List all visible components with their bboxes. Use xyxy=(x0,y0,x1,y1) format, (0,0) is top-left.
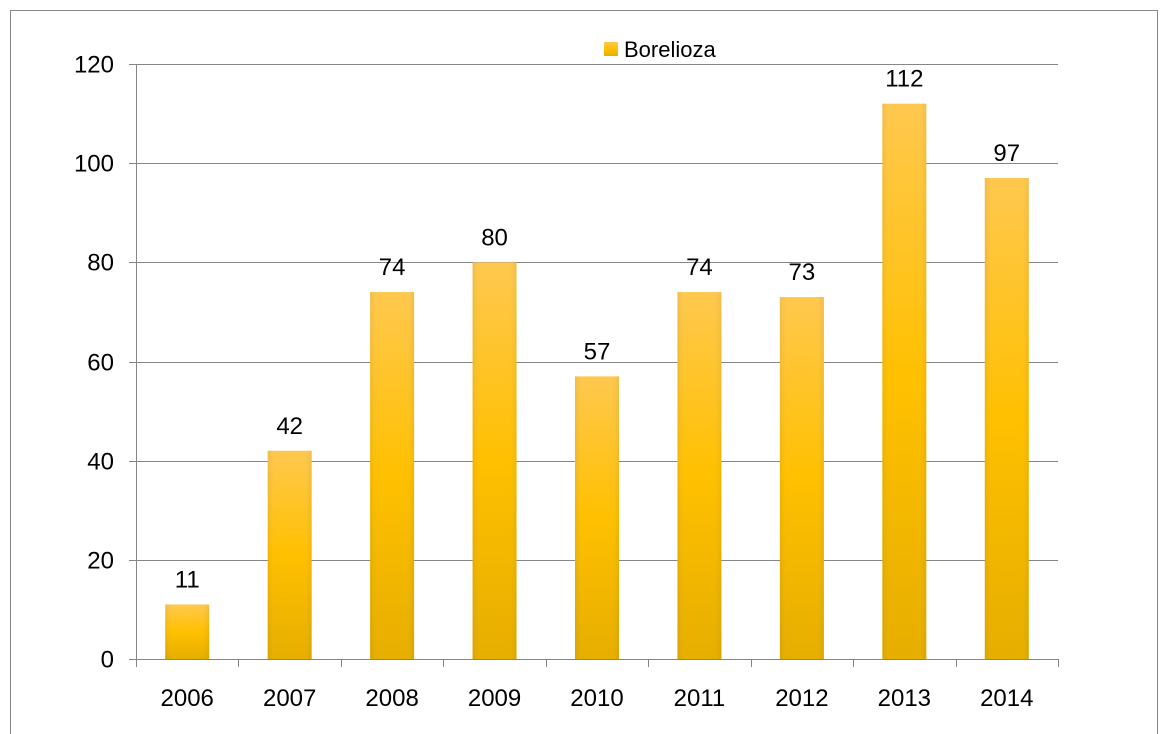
y-tick-label-0: 0 xyxy=(101,647,114,674)
bar-shade-2007 xyxy=(267,450,312,659)
bars xyxy=(165,103,1029,659)
data-label-2009: 80 xyxy=(481,224,508,251)
axes xyxy=(129,64,1059,667)
bar-shade-2008 xyxy=(370,292,415,659)
bar-shade-2010 xyxy=(575,376,619,659)
bar-shade-2009 xyxy=(472,262,517,659)
x-tick-label-2008: 2008 xyxy=(365,685,418,712)
y-tick-label-120: 120 xyxy=(74,52,114,79)
x-tick-label-2006: 2006 xyxy=(161,685,214,712)
data-label-2013: 112 xyxy=(885,66,923,93)
y-tick-label-60: 60 xyxy=(87,350,114,377)
legend-swatch xyxy=(604,42,618,56)
bar-shade-2014 xyxy=(984,178,1029,659)
data-label-2012: 73 xyxy=(789,259,816,286)
data-label-2011: 74 xyxy=(686,254,713,281)
data-labels: 11 42 74 80 57 74 73 112 97 xyxy=(175,66,1020,594)
bar-shade-2013 xyxy=(882,103,927,659)
x-tick-label-2010: 2010 xyxy=(570,685,623,712)
x-tick-label-2007: 2007 xyxy=(263,685,316,712)
x-tick-label-2009: 2009 xyxy=(468,685,521,712)
y-tick-label-100: 100 xyxy=(74,151,114,178)
x-tick-label-2012: 2012 xyxy=(775,685,828,712)
x-tick-label-2011: 2011 xyxy=(674,685,726,712)
chart-border xyxy=(10,10,1158,734)
x-tick-labels: 2006 2007 2008 2009 2010 2011 2012 2013 2014 xyxy=(161,685,1034,712)
legend: Borelioza xyxy=(604,37,716,62)
data-label-2014: 97 xyxy=(993,140,1020,167)
bar-shade-2011 xyxy=(677,292,722,659)
y-tick-label-40: 40 xyxy=(87,449,114,476)
y-tick-labels: 0 20 40 60 80 100 120 xyxy=(74,52,114,674)
data-label-2006: 11 xyxy=(175,566,200,593)
y-tick-label-80: 80 xyxy=(87,250,114,277)
y-tick-label-20: 20 xyxy=(87,548,114,575)
x-tick-label-2013: 2013 xyxy=(878,685,931,712)
x-tick-label-2014: 2014 xyxy=(980,685,1033,712)
data-label-2008: 74 xyxy=(379,254,406,281)
legend-label-borelioza: Borelioza xyxy=(624,37,716,62)
bar-shade-2012 xyxy=(779,297,824,659)
data-label-2010: 57 xyxy=(584,338,611,365)
data-label-2007: 42 xyxy=(276,413,303,440)
bar-shade-2006 xyxy=(165,604,210,659)
